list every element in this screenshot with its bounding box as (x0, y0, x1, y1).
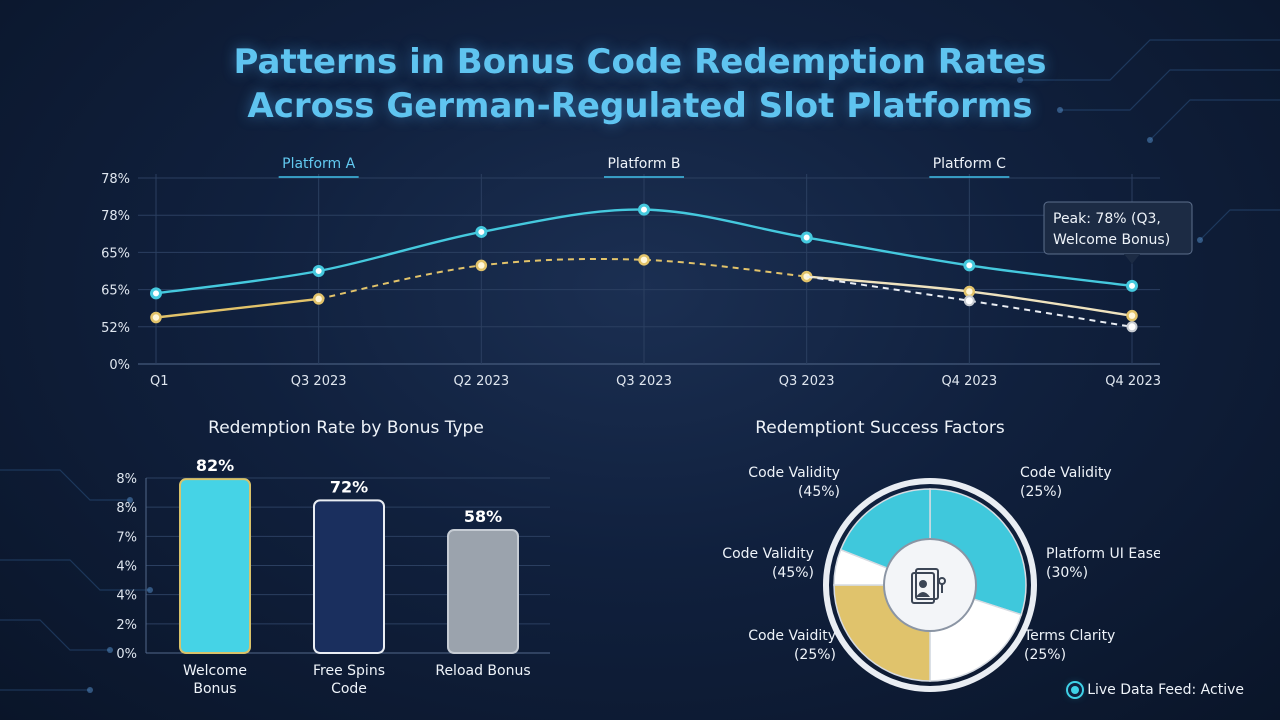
title-line-2: Across German-Regulated Slot Platforms (247, 86, 1033, 126)
y-tick-label: 52% (101, 321, 130, 336)
live-status-label: Live Data Feed: Active (1087, 682, 1244, 698)
bar-category-label: Bonus (193, 681, 236, 697)
data-point-gold (312, 293, 325, 305)
platform-label: Platform C (933, 156, 1006, 172)
platform-label: Platform A (282, 156, 355, 172)
live-status: Live Data Feed: Active (1071, 682, 1244, 698)
bar (447, 529, 519, 654)
bar-value-label: 58% (464, 507, 502, 526)
peak-callout-text: Welcome Bonus) (1053, 232, 1170, 248)
bar-value-label: 72% (330, 477, 368, 496)
title-line-1: Patterns in Bonus Code Redemption Rates (233, 42, 1047, 82)
data-point-white (963, 295, 975, 307)
donut-label: Code Validity (1020, 465, 1112, 481)
platform-label: Platform B (607, 156, 680, 172)
bar-y-tick-label: 4% (116, 560, 137, 575)
line-chart: 0% 52% 65% 65% 78% 78% Q1 Q3 2023 Q2 2023 Q3 2023… (101, 156, 1193, 389)
bar-category-label: Welcome (183, 663, 247, 679)
donut-label: Code Validity (722, 546, 814, 562)
peak-callout-box (1043, 201, 1193, 255)
donut-label: (30%) (1046, 565, 1088, 581)
bar (313, 499, 385, 654)
y-tick-label: 78% (101, 172, 130, 187)
bar-y-tick-label: 8% (116, 472, 137, 487)
bar-value-label: 82% (196, 456, 234, 475)
series-line-gold-dashed (318, 257, 807, 300)
bar (179, 478, 251, 654)
peak-callout-text: Peak: 78% (Q3, (1053, 211, 1161, 227)
y-tick-label: 78% (101, 209, 130, 224)
bar-y-tick-label: 7% (116, 530, 137, 545)
donut-label: (45%) (772, 565, 814, 581)
data-point-cyan (150, 287, 162, 300)
donut-label: Code Validity (748, 465, 840, 481)
x-tick-label: Q3 2023 (291, 374, 347, 389)
donut-label: Code Vaidity (748, 628, 836, 644)
x-tick-label: Q4 2023 (941, 374, 997, 389)
donut-label: Platform UI Ease (1046, 546, 1160, 562)
peak-callout-pointer (1124, 254, 1140, 264)
series-line-gold (155, 297, 319, 319)
donut-outer-ring (823, 478, 1037, 692)
x-tick-label: Q1 (150, 374, 169, 389)
donut-label: (25%) (1024, 647, 1066, 663)
bar-chart-title: Redemption Rate by Bonus Type (208, 418, 484, 438)
x-tick-label: Q2 2023 (453, 374, 509, 389)
y-tick-label: 65% (101, 246, 130, 261)
bar-category-label: Reload Bonus (435, 663, 530, 679)
data-point-gold (963, 285, 976, 298)
y-tick-label: 0% (109, 358, 130, 373)
live-dot-icon (1071, 686, 1080, 694)
series-line-white-dashed (806, 275, 1133, 328)
page-title: Patterns in Bonus Code Redemption Rates … (0, 40, 1280, 128)
bar-y-tick-label: 2% (116, 618, 137, 633)
data-point-cyan (800, 231, 813, 244)
donut-chart: Code Validity (45%) Code Validity (25%) Code… (722, 465, 1160, 692)
data-point-gold (638, 254, 650, 266)
x-tick-label: Q3 2023 (779, 374, 835, 389)
data-point-gold (1126, 309, 1138, 322)
bar-category-label: Code (331, 681, 367, 697)
line-grid (138, 174, 1160, 365)
document-person-icon (911, 568, 946, 604)
data-point-cyan (475, 225, 488, 238)
data-point-gold (475, 259, 488, 272)
donut-label: (25%) (794, 647, 836, 663)
data-point-cyan (638, 203, 650, 216)
x-tick-label: Q3 2023 (616, 374, 672, 389)
data-point-white (1126, 321, 1138, 333)
data-point-cyan (963, 259, 976, 272)
bar-y-tick-label: 8% (116, 501, 137, 516)
x-tick-label: Q4 2023 (1105, 374, 1161, 389)
donut-chart-title: Redemptiont Success Factors (755, 418, 1005, 438)
data-point-gold (150, 311, 162, 324)
data-point-cyan (312, 265, 325, 277)
donut-center-hub (883, 538, 977, 632)
bar-chart: 0% 2% 4% 4% 7% 8% 8% 82% Welcome Bonus 72% Free Spi… (116, 456, 550, 697)
data-point-cyan (1126, 279, 1138, 292)
bar-y-tick-label: 0% (116, 647, 137, 662)
bar-category-label: Free Spins (313, 663, 385, 679)
bar-y-tick-label: 4% (116, 589, 137, 604)
donut-label: (25%) (1020, 484, 1062, 500)
donut-label: Terms Clarity (1023, 628, 1115, 644)
donut-label: (45%) (798, 484, 840, 500)
y-tick-label: 65% (101, 284, 130, 299)
